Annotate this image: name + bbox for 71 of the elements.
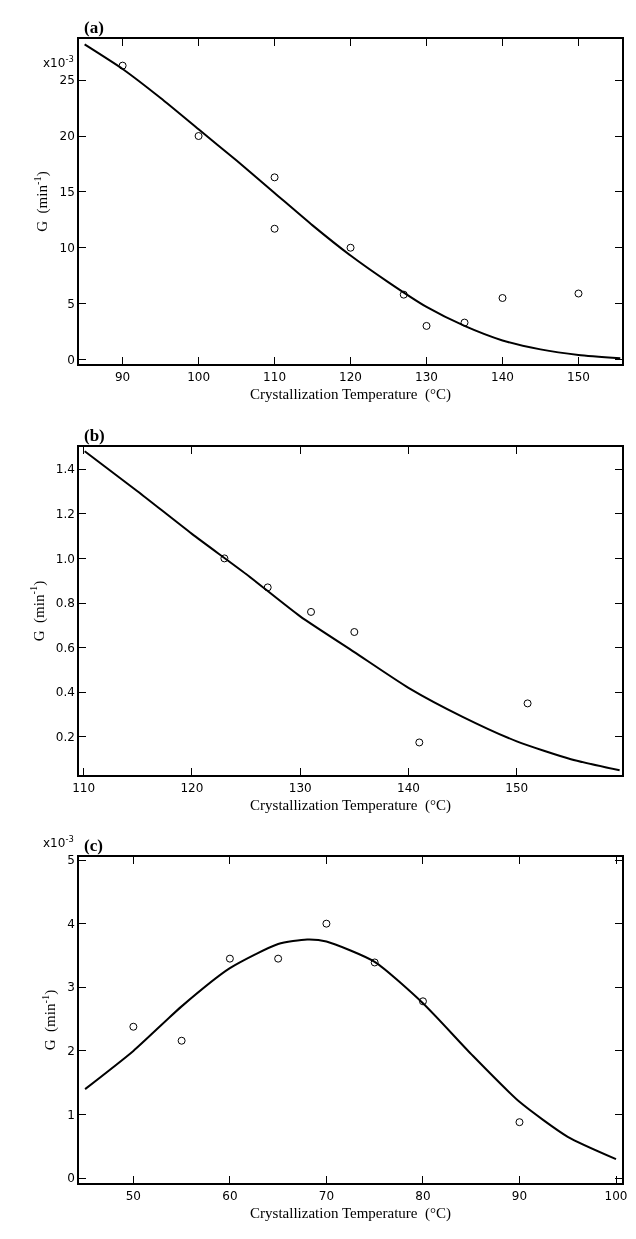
x-tick-label: 60 <box>222 1188 238 1203</box>
y-tick-label: 0.6 <box>55 640 75 655</box>
point <box>270 224 279 233</box>
x-tick-label: 150 <box>505 780 529 795</box>
x-axis-title: Crystallization Temperature (°C) <box>250 386 451 404</box>
y-tick-label: 4 <box>67 916 75 931</box>
x-tick-label: 120 <box>339 369 362 384</box>
y-tick-label: 5 <box>67 296 75 311</box>
y-tick-label: 10 <box>59 240 75 255</box>
point <box>322 919 331 928</box>
x-tick-label: 140 <box>491 369 514 384</box>
x-tick-label: 90 <box>114 369 131 384</box>
point <box>523 699 532 708</box>
y-tick-label: 20 <box>59 129 75 144</box>
x-tick-label: 70 <box>318 1188 335 1203</box>
x-tick-label: 90 <box>511 1188 528 1203</box>
x-tick-label: 50 <box>125 1188 141 1203</box>
point <box>498 294 507 302</box>
x-tick-label: 120 <box>180 780 204 795</box>
y-tick-label: 1.2 <box>55 506 75 521</box>
point <box>350 628 359 637</box>
x-tick-label: 110 <box>263 369 287 384</box>
x-tick-label: 80 <box>415 1188 431 1203</box>
y-tick-label: 2 <box>67 1044 75 1059</box>
chart-title: (a) <box>84 18 104 37</box>
y-tick-label: 3 <box>67 980 75 995</box>
point <box>270 173 279 182</box>
y-tick-label: 1.0 <box>55 551 75 566</box>
x-tick-label: 130 <box>288 780 312 795</box>
point <box>460 318 469 327</box>
y-tick-label: 0.8 <box>55 596 75 611</box>
y-tick-label: 15 <box>59 185 75 200</box>
x-tick-label: 100 <box>604 1188 628 1203</box>
point <box>263 583 272 592</box>
point <box>346 243 355 252</box>
point <box>399 290 408 299</box>
y-tick-label: 0 <box>67 1171 75 1186</box>
point <box>307 607 316 616</box>
y-tick-label: 0.2 <box>55 730 75 745</box>
line-series <box>84 938 618 1161</box>
point <box>274 954 283 963</box>
y-tick-label: 5 <box>67 853 75 868</box>
point <box>194 132 203 141</box>
text: x10$^{-3}$ <box>43 54 74 71</box>
y-tick-label: 0.4 <box>55 685 75 700</box>
y-tick-label: 1 <box>67 1107 75 1122</box>
line-series <box>83 43 622 360</box>
x-tick-label: 140 <box>397 780 420 795</box>
x-axis-title: Crystallization Temperature (°C) <box>250 1205 451 1223</box>
point <box>418 997 427 1006</box>
point <box>422 321 431 330</box>
y-tick-label: 25 <box>59 73 75 88</box>
x-axis-title: Crystallization Temperature (°C) <box>250 797 451 815</box>
text: x10$^{-3}$ <box>43 834 74 851</box>
point <box>370 958 379 967</box>
point <box>515 1118 524 1127</box>
point <box>118 61 127 70</box>
y-tick-label: 0 <box>67 352 75 367</box>
point <box>177 1036 186 1045</box>
point <box>220 554 229 563</box>
x-tick-label: 100 <box>187 369 211 384</box>
point <box>574 289 583 298</box>
y-tick-label: 1.4 <box>55 462 75 477</box>
point <box>415 738 424 747</box>
chart-title: (b) <box>84 426 105 445</box>
point <box>129 1022 138 1031</box>
x-tick-label: 130 <box>415 369 438 384</box>
chart-title: (c) <box>84 836 103 855</box>
x-tick-label: 110 <box>72 780 96 795</box>
point <box>225 954 234 963</box>
x-tick-label: 150 <box>567 369 590 384</box>
